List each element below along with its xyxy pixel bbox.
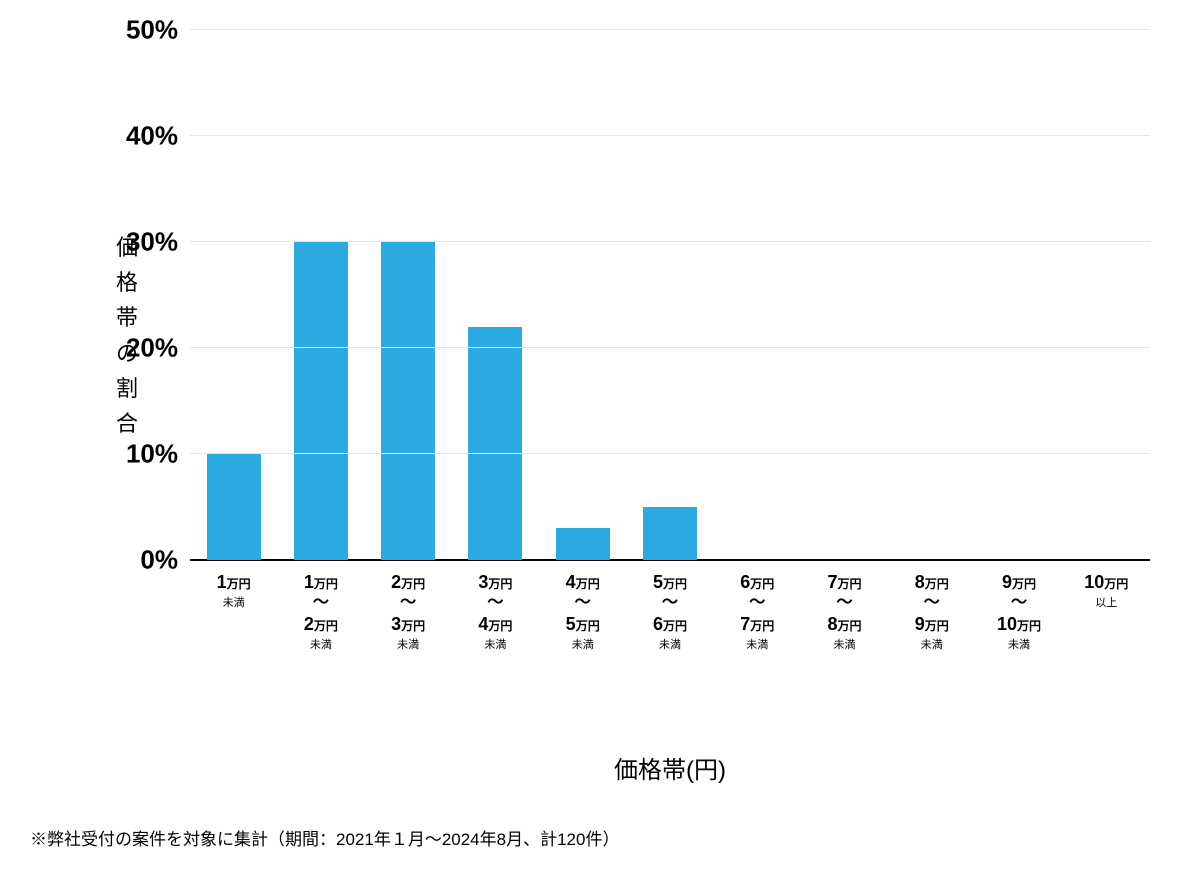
bar-slot xyxy=(190,30,277,560)
x-tick-label: 8万円〜9万円未満 xyxy=(888,570,975,653)
chart-container: 価格帯の割合 0%10%20%30%40%50% 1万円未満1万円〜2万円未満2… xyxy=(90,30,1180,760)
bar-slot xyxy=(626,30,713,560)
bar-slot xyxy=(1063,30,1150,560)
x-tick-label: 5万円〜6万円未満 xyxy=(626,570,713,653)
x-tick-label: 7万円〜8万円未満 xyxy=(801,570,888,653)
bar-slot xyxy=(365,30,452,560)
bar-slot xyxy=(888,30,975,560)
bar-slot xyxy=(801,30,888,560)
bar xyxy=(294,242,348,560)
bar-slot xyxy=(277,30,364,560)
x-tick-label: 1万円〜2万円未満 xyxy=(277,570,364,653)
y-tick-label: 10% xyxy=(126,439,190,470)
x-tick-label: 2万円〜3万円未満 xyxy=(365,570,452,653)
plot-area: 0%10%20%30%40%50% xyxy=(190,30,1150,560)
bar-slot xyxy=(452,30,539,560)
bar xyxy=(381,242,435,560)
y-tick-label: 30% xyxy=(126,227,190,258)
x-tick-label: 6万円〜7万円未満 xyxy=(714,570,801,653)
bar xyxy=(207,454,261,560)
x-axis-labels: 1万円未満1万円〜2万円未満2万円〜3万円未満3万円〜4万円未満4万円〜5万円未… xyxy=(190,570,1150,653)
footnote: ※弊社受付の案件を対象に集計（期間：2021年１月〜2024年8月、計120件） xyxy=(30,825,619,850)
bar-slot xyxy=(975,30,1062,560)
x-tick-label: 4万円〜5万円未満 xyxy=(539,570,626,653)
y-tick-label: 40% xyxy=(126,121,190,152)
bar-slot xyxy=(539,30,626,560)
gridline xyxy=(190,347,1150,348)
y-tick-label: 20% xyxy=(126,333,190,364)
bar xyxy=(468,327,522,560)
bars-group xyxy=(190,30,1150,560)
bar-slot xyxy=(714,30,801,560)
gridline xyxy=(190,29,1150,30)
y-tick-label: 50% xyxy=(126,15,190,46)
x-tick-label: 10万円以上 xyxy=(1063,570,1150,653)
x-tick-label: 1万円未満 xyxy=(190,570,277,653)
gridline xyxy=(190,241,1150,242)
x-axis-title: 価格帯(円) xyxy=(190,750,1150,785)
x-tick-label: 3万円〜4万円未満 xyxy=(452,570,539,653)
bar xyxy=(643,507,697,560)
gridline xyxy=(190,135,1150,136)
gridline xyxy=(190,453,1150,454)
x-tick-label: 9万円〜10万円未満 xyxy=(975,570,1062,653)
bar xyxy=(556,528,610,560)
y-tick-label: 0% xyxy=(140,545,190,576)
